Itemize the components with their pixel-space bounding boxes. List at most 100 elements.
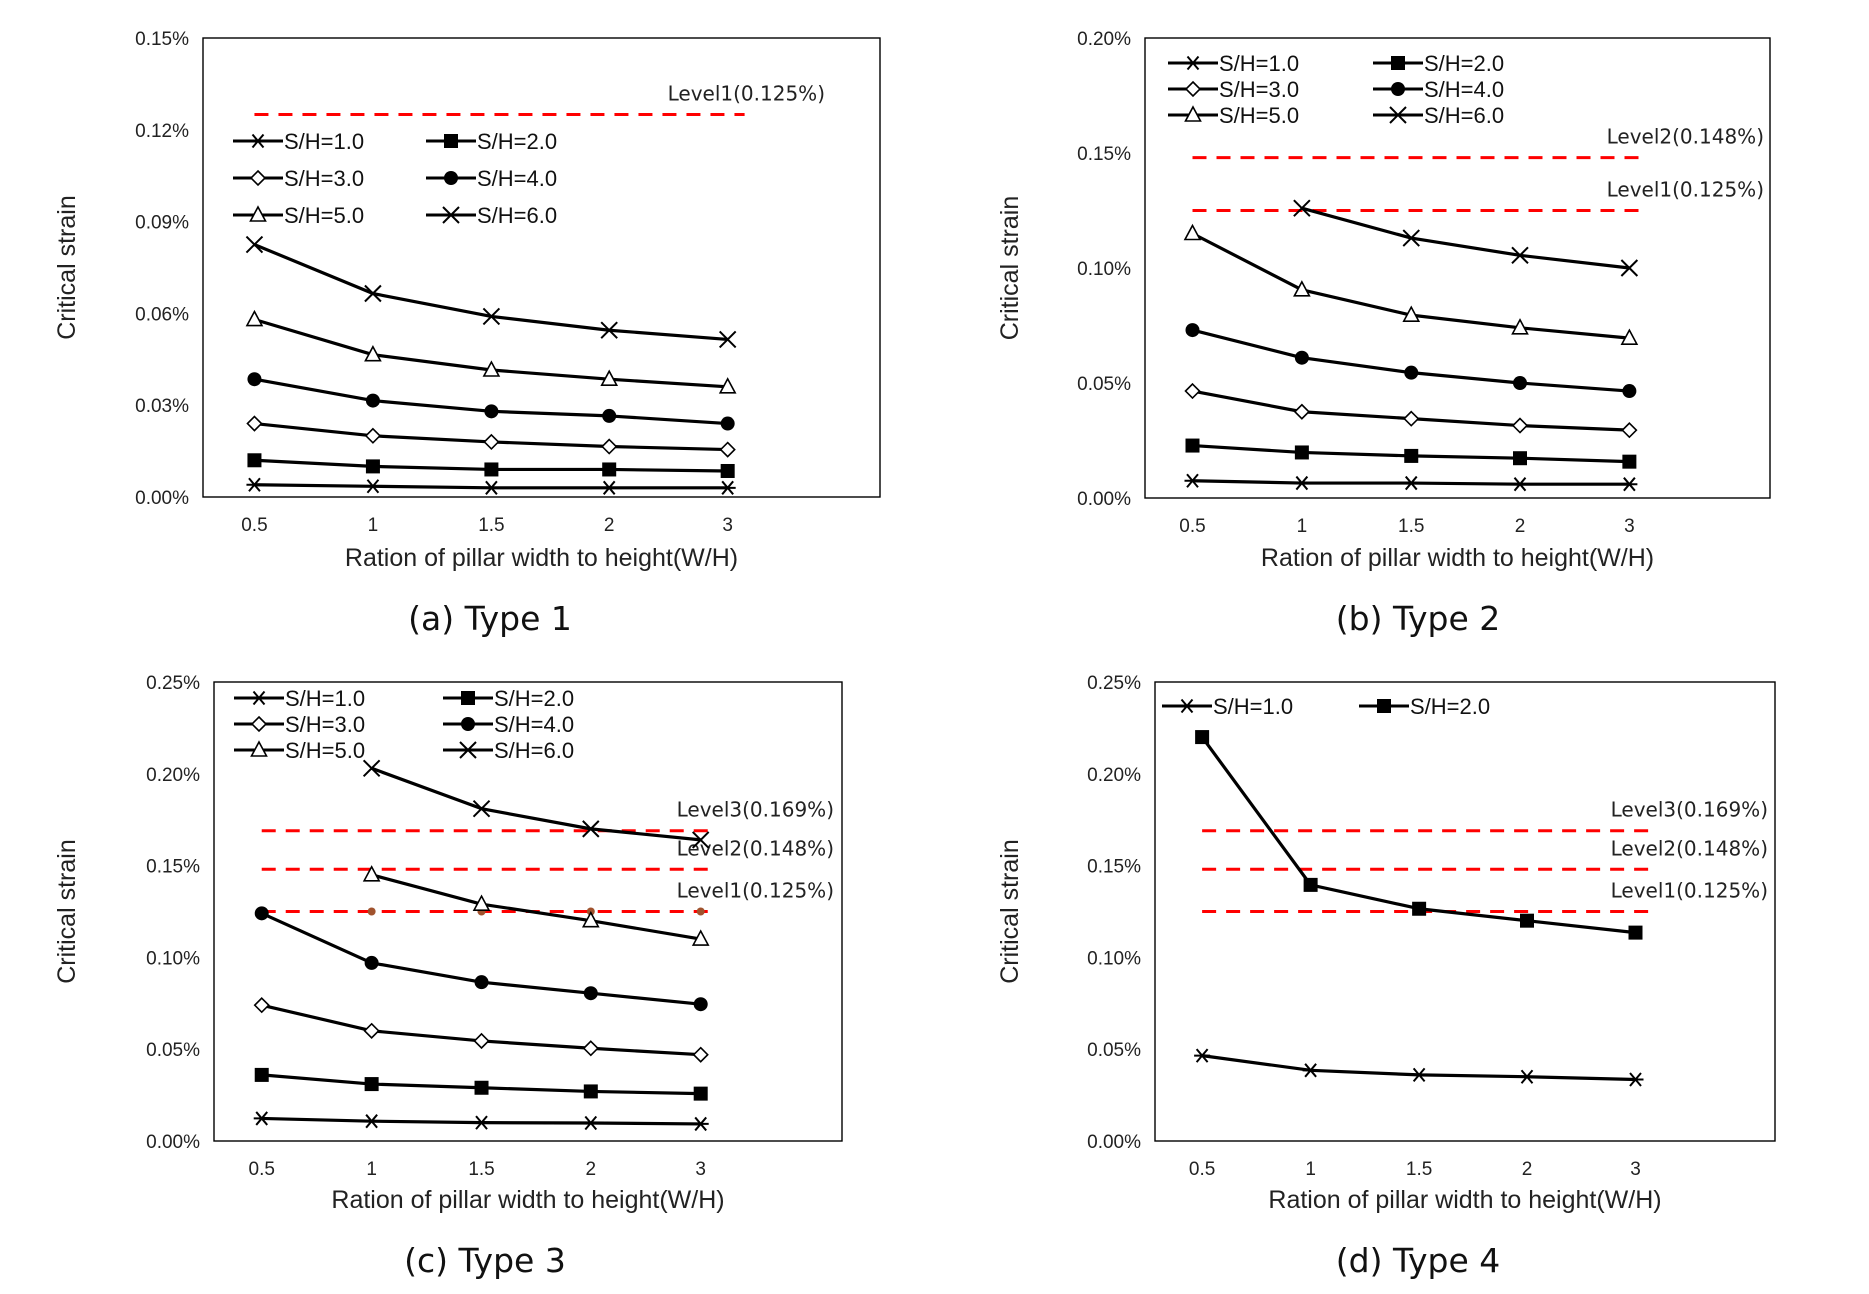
data-point-marker bbox=[1294, 445, 1309, 460]
data-point-marker bbox=[1195, 730, 1210, 745]
data-point-marker bbox=[1185, 438, 1200, 453]
data-point-marker bbox=[1293, 199, 1311, 217]
data-point-marker bbox=[482, 360, 501, 377]
data-point-marker bbox=[718, 377, 737, 394]
series-s-h-3-0 bbox=[246, 415, 736, 458]
data-point-marker bbox=[472, 894, 491, 911]
data-point-marker bbox=[601, 438, 618, 455]
data-point-marker bbox=[1185, 323, 1200, 338]
legend-marker bbox=[1391, 56, 1405, 70]
legend-item: S/H=2.0 bbox=[426, 129, 557, 154]
data-point-marker bbox=[602, 462, 617, 477]
y-tick-label: 0.00% bbox=[135, 488, 189, 509]
data-point-marker bbox=[362, 759, 381, 777]
level-marker-dot bbox=[696, 907, 705, 916]
x-tick-label: 0.5 bbox=[241, 515, 267, 536]
data-point-marker bbox=[364, 479, 381, 494]
x-tick-label: 3 bbox=[1630, 1159, 1641, 1180]
legend-item: S/H=3.0 bbox=[234, 712, 365, 737]
series-s-h-6-0 bbox=[1293, 199, 1639, 277]
data-point-marker bbox=[1402, 305, 1421, 322]
panel-type-4: 0.00% 0.05% 0.10% 0.15% 0.20% 0.25% 0.5 1 1.5 2 3 R… bbox=[996, 673, 1776, 1280]
y-tick-label: 0.00% bbox=[146, 1132, 200, 1153]
data-point-marker bbox=[473, 1115, 490, 1130]
series-s-h-1-0 bbox=[1184, 473, 1638, 492]
y-axis-title: Critical strain bbox=[53, 195, 81, 339]
legend-label: S/H=3.0 bbox=[284, 166, 364, 191]
legend-item: S/H=1.0 bbox=[1162, 694, 1293, 719]
series-s-h-4-0 bbox=[247, 372, 735, 431]
x-tick-label: 2 bbox=[1515, 516, 1526, 537]
series-s-h-5-0 bbox=[362, 865, 710, 946]
data-point-marker bbox=[1404, 365, 1419, 380]
legend-item: S/H=4.0 bbox=[1373, 77, 1504, 102]
series-s-h-2-0 bbox=[247, 453, 735, 478]
x-tick-label: 2 bbox=[1522, 1159, 1533, 1180]
legend-marker bbox=[442, 206, 460, 224]
x-axis-title: Ration of pillar width to height(W/H) bbox=[345, 544, 738, 572]
legend-marker bbox=[444, 171, 458, 185]
series-line bbox=[371, 873, 701, 941]
y-axis-title: Critical strain bbox=[996, 839, 1024, 983]
data-point-marker bbox=[1622, 454, 1637, 469]
panel-caption: (b) Type 2 bbox=[1336, 599, 1500, 638]
y-tick-label: 0.05% bbox=[146, 1040, 200, 1061]
data-point-marker bbox=[247, 453, 262, 468]
data-point-marker bbox=[247, 372, 262, 387]
x-tick-label: 1.5 bbox=[478, 515, 504, 536]
x-tick-label: 1 bbox=[366, 1159, 377, 1180]
data-point-marker bbox=[483, 433, 500, 451]
legend-label: S/H=3.0 bbox=[285, 712, 365, 737]
legend-item: S/H=2.0 bbox=[1359, 694, 1490, 719]
legend-item: S/H=1.0 bbox=[233, 129, 364, 154]
legend-marker bbox=[250, 740, 268, 757]
data-point-marker bbox=[246, 415, 263, 432]
x-tick-label: 1.5 bbox=[1398, 516, 1424, 537]
legend-item: S/H=1.0 bbox=[234, 686, 365, 711]
data-point-marker bbox=[1511, 417, 1529, 434]
data-point-marker bbox=[581, 910, 600, 928]
data-point-marker bbox=[245, 309, 264, 327]
legend-marker bbox=[444, 134, 458, 148]
legend-item: S/H=5.0 bbox=[234, 738, 365, 763]
legend-item: S/H=6.0 bbox=[1373, 103, 1504, 128]
series-s-h-3-0 bbox=[1184, 382, 1638, 439]
legend-item: S/H=6.0 bbox=[443, 738, 574, 763]
x-tick-label: 1.5 bbox=[468, 1159, 494, 1180]
legend-marker bbox=[1179, 698, 1195, 714]
data-point-marker bbox=[473, 1032, 490, 1050]
data-point-marker bbox=[474, 975, 489, 990]
legend-label: S/H=6.0 bbox=[477, 203, 557, 228]
data-point-marker bbox=[601, 480, 618, 495]
y-axis-title: Critical strain bbox=[996, 196, 1024, 340]
data-point-marker bbox=[362, 865, 381, 882]
data-point-marker bbox=[693, 1086, 708, 1101]
level-label: Level1(0.125%) bbox=[1607, 178, 1764, 202]
series-s-h-1-0 bbox=[1194, 1048, 1644, 1087]
data-point-marker bbox=[582, 1040, 599, 1057]
y-tick-label: 0.05% bbox=[1087, 1040, 1141, 1061]
legend-item: S/H=2.0 bbox=[443, 686, 574, 711]
data-point-marker bbox=[1411, 1067, 1428, 1083]
legend-item: S/H=1.0 bbox=[1168, 51, 1299, 76]
legend-label: S/H=5.0 bbox=[1219, 103, 1299, 128]
data-point-marker bbox=[472, 799, 491, 818]
data-point-marker bbox=[1511, 318, 1529, 335]
x-tick-label: 2 bbox=[604, 515, 615, 536]
legend-label: S/H=1.0 bbox=[1219, 51, 1299, 76]
legend-item: S/H=4.0 bbox=[443, 712, 574, 737]
legend-label: S/H=6.0 bbox=[494, 738, 574, 763]
data-point-marker bbox=[718, 330, 737, 349]
data-point-marker bbox=[364, 284, 382, 303]
legend-item: S/H=6.0 bbox=[426, 203, 557, 228]
data-point-marker bbox=[600, 321, 618, 339]
data-point-marker bbox=[1293, 475, 1310, 491]
data-point-marker bbox=[474, 1080, 489, 1095]
y-tick-label: 0.25% bbox=[1087, 673, 1141, 694]
series-s-h-2-0 bbox=[1185, 438, 1637, 469]
data-point-marker bbox=[364, 427, 382, 444]
data-point-marker bbox=[692, 1046, 709, 1063]
legend-label: S/H=1.0 bbox=[285, 686, 365, 711]
series-s-h-3-0 bbox=[253, 997, 709, 1063]
x-tick-label: 1 bbox=[368, 515, 379, 536]
